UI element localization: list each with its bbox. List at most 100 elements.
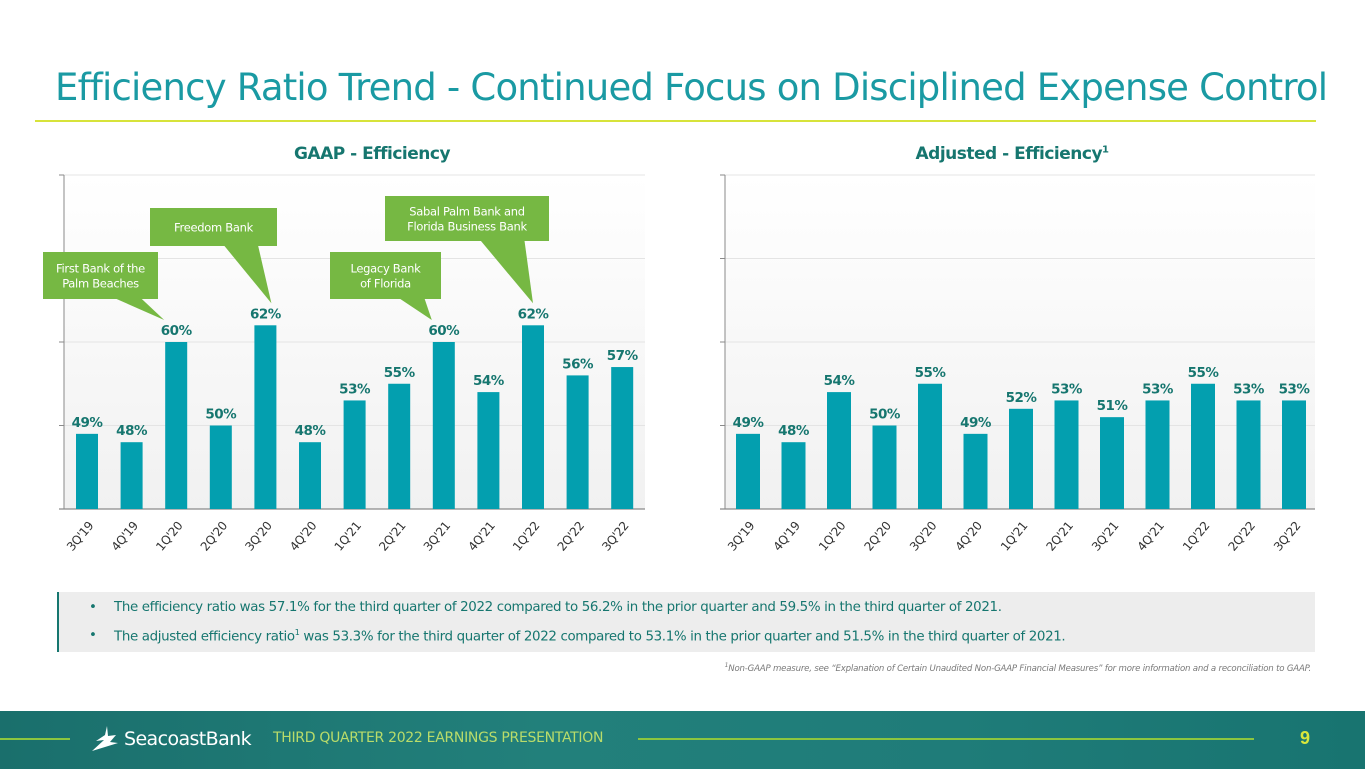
callout-box	[385, 196, 549, 241]
summary-bullets: • The efficiency ratio was 57.1% for the…	[57, 592, 1315, 652]
data-label: 51%	[1097, 398, 1129, 414]
bar-3Q'20	[254, 325, 277, 509]
data-label: 53%	[1051, 381, 1083, 397]
data-label: 48%	[295, 423, 327, 439]
bullet-text: The efficiency ratio was 57.1% for the t…	[114, 600, 1002, 615]
x-tick-label: 3Q'19	[725, 519, 757, 554]
footnote-superscript: 1	[724, 662, 729, 669]
callout-pointer	[480, 240, 533, 304]
bar-1Q'21	[1009, 408, 1033, 509]
bar-3Q'21	[432, 342, 455, 509]
x-tick-label: 4Q'19	[770, 519, 802, 554]
bar-3Q'22	[1282, 400, 1306, 509]
sail-icon	[92, 726, 118, 751]
footer-bar: SeacoastBank THIRD QUARTER 2022 EARNINGS…	[0, 711, 1365, 769]
footer-rule-left	[0, 738, 70, 740]
x-tick-label: 4Q'20	[287, 519, 319, 554]
bullet-text-main: The adjusted efficiency ratio	[114, 629, 295, 645]
logo-text: SeacoastBank	[124, 728, 252, 750]
x-tick-label: 4Q'21	[465, 519, 497, 554]
bar-4Q'21	[477, 392, 500, 509]
x-tick-label: 2Q'21	[376, 519, 408, 554]
data-label: 53%	[1142, 381, 1174, 397]
callout-3Q'20: Freedom Bank	[150, 208, 277, 304]
page-title: Efficiency Ratio Trend - Continued Focus…	[55, 66, 1328, 109]
data-label: 60%	[428, 323, 460, 339]
x-tick-label: 3Q'20	[242, 519, 274, 554]
x-tick-label: 3Q'21	[421, 519, 453, 554]
x-tick-label: 2Q'22	[1225, 519, 1257, 554]
x-tick-label: 4Q'21	[1134, 519, 1166, 554]
gaap-chart-title-text: GAAP - Efficiency	[293, 144, 451, 164]
x-tick-label: 3Q'19	[64, 519, 96, 554]
x-tick-label: 2Q'22	[555, 519, 587, 554]
x-tick-label: 3Q'22	[599, 519, 631, 554]
footnote-text: Non-GAAP measure, see “Explanation of Ce…	[728, 663, 1311, 674]
bar-4Q'21	[1145, 400, 1170, 509]
data-label: 52%	[1006, 390, 1038, 406]
bar-3Q'19	[76, 433, 98, 509]
bar-1Q'22	[1191, 383, 1215, 509]
data-label: 62%	[250, 306, 282, 322]
x-tick-label: 4Q'20	[952, 519, 984, 554]
callout-text: Legacy Bank	[351, 262, 422, 276]
bar-1Q'22	[522, 325, 544, 509]
callout-text: Florida Business Bank	[407, 220, 527, 234]
x-tick-label: 3Q'20	[907, 519, 939, 554]
title-divider	[35, 120, 1316, 122]
bar-3Q'19	[736, 433, 760, 509]
x-tick-label: 1Q'20	[153, 519, 185, 554]
charts-canvas: 49% 3Q'19 48% 4Q'19 60% 1Q'20 50% 2Q'20 62% 3Q'20…	[43, 174, 1315, 554]
bullet-marker: •	[89, 628, 97, 643]
callout-box	[330, 252, 441, 299]
footer-rule-right	[638, 738, 1254, 740]
data-label: 53%	[1233, 381, 1265, 397]
data-label: 62%	[518, 306, 550, 322]
bullet-text-main: The efficiency ratio was 57.1% for the t…	[114, 600, 1002, 615]
bullet-text-rest: was 53.3% for the third quarter of 2022 …	[299, 629, 1066, 645]
data-label: 54%	[824, 373, 856, 389]
data-label: 50%	[205, 407, 237, 423]
callout-text: of Florida	[360, 277, 411, 291]
x-tick-label: 1Q'20	[816, 519, 848, 554]
bar-1Q'20	[827, 392, 851, 509]
bullet-marker: •	[89, 600, 97, 615]
bar-2Q'20	[872, 425, 897, 509]
callout-text: Palm Beaches	[62, 277, 139, 291]
x-tick-label: 1Q'22	[1180, 519, 1212, 554]
x-tick-label: 2Q'20	[861, 519, 893, 554]
x-tick-label: 3Q'22	[1271, 519, 1303, 554]
data-label: 54%	[473, 373, 505, 389]
gaap-efficiency-chart: 49% 3Q'19 48% 4Q'19 60% 1Q'20 50% 2Q'20 62% 3Q'20…	[43, 174, 645, 554]
data-label: 48%	[778, 423, 810, 439]
bar-2Q'22	[1236, 400, 1261, 509]
x-tick-label: 1Q'22	[510, 519, 542, 554]
x-tick-label: 2Q'21	[1043, 519, 1075, 554]
bullet-text: The adjusted efficiency ratio1 was 53.3%…	[114, 628, 1066, 645]
bar-4Q'19	[120, 442, 143, 509]
adjusted-efficiency-chart: 49% 3Q'19 48% 4Q'19 54% 1Q'20 50% 2Q'20 55% 3Q'20…	[720, 174, 1315, 554]
data-label: 55%	[384, 365, 416, 381]
data-label: 50%	[869, 407, 901, 423]
x-tick-label: 3Q'21	[1089, 519, 1121, 554]
bar-2Q'20	[209, 425, 232, 509]
data-label: 48%	[116, 423, 148, 439]
x-tick-label: 2Q'20	[198, 519, 230, 554]
gaap-chart-title: GAAP - Efficiency	[293, 144, 451, 164]
x-tick-label: 4Q'19	[109, 519, 141, 554]
callout-pointer	[398, 298, 432, 320]
seacoast-logo: SeacoastBank	[90, 724, 252, 754]
presentation-subtitle: THIRD QUARTER 2022 EARNINGS PRESENTATION	[273, 730, 604, 746]
page-number: 9	[1300, 728, 1311, 748]
data-label: 49%	[960, 415, 992, 431]
data-label: 53%	[1279, 381, 1311, 397]
data-label: 55%	[915, 365, 947, 381]
callout-pointer	[114, 298, 165, 320]
bar-4Q'19	[781, 442, 806, 509]
callout-text: Sabal Palm Bank and	[409, 205, 525, 219]
bar-4Q'20	[299, 442, 321, 509]
callout-pointer	[223, 245, 272, 304]
